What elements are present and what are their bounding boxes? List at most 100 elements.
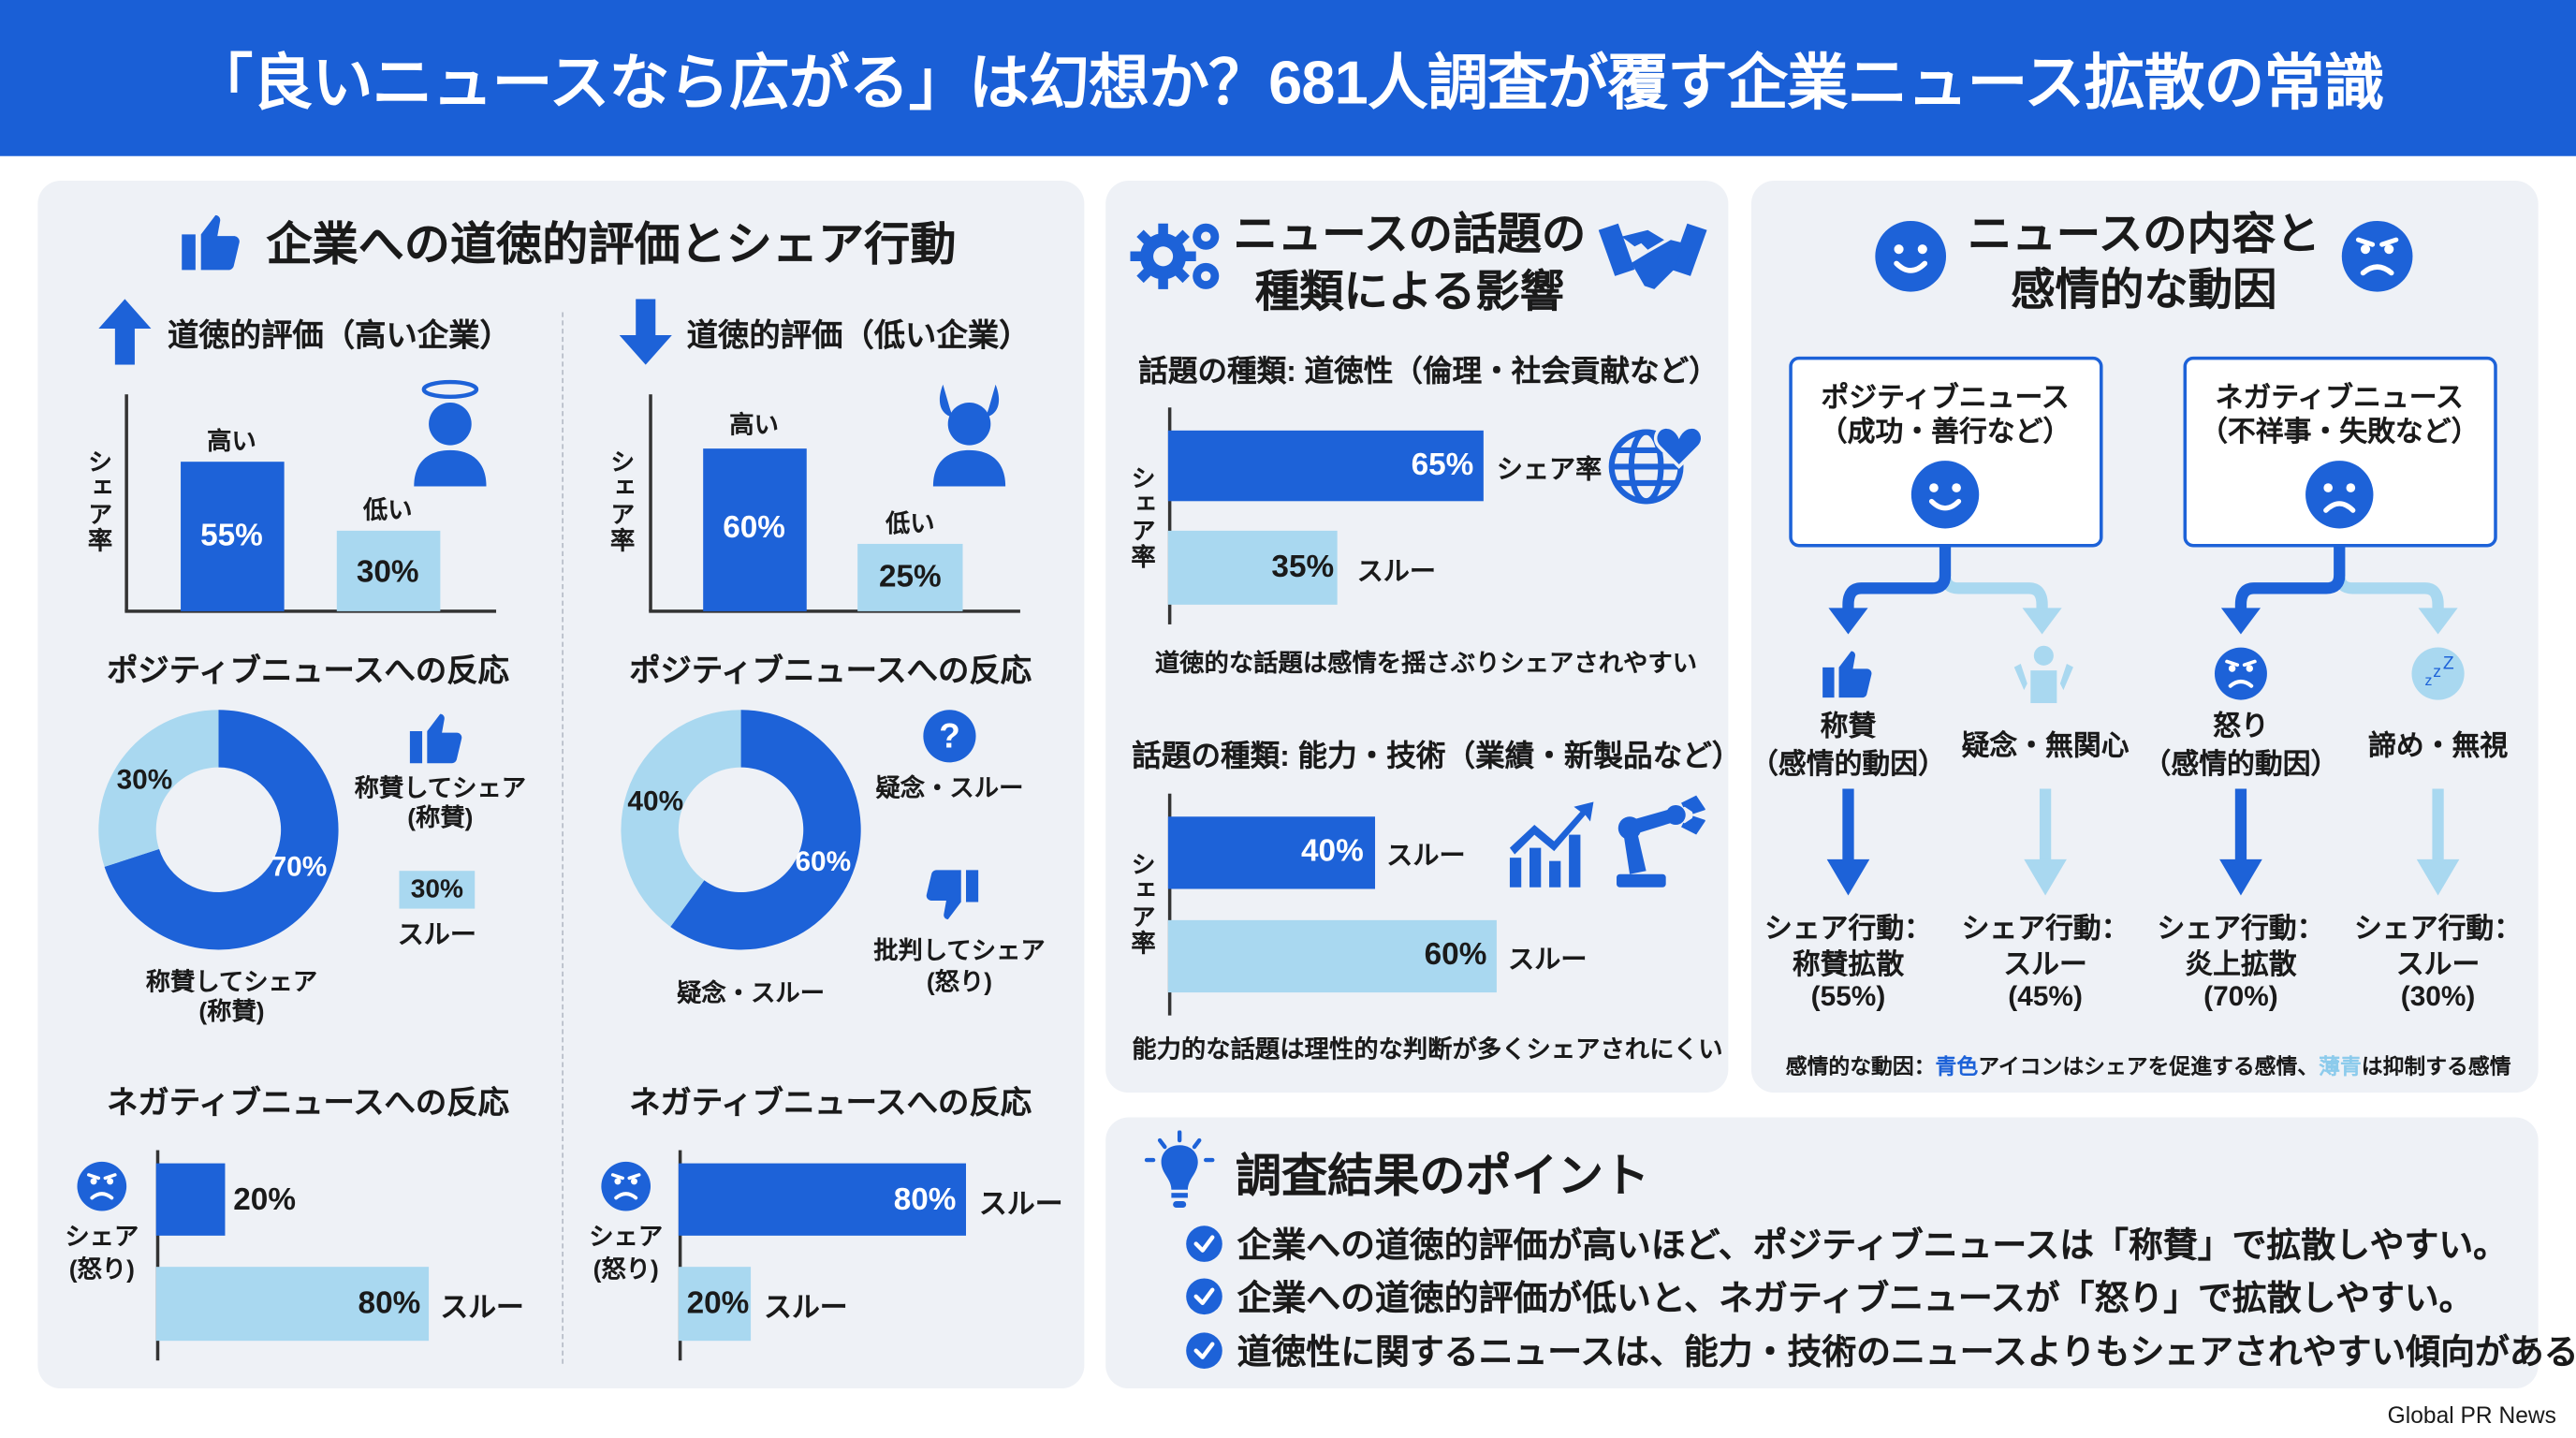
arrow-up-icon [98,299,152,365]
ability-heading: 話題の種類: 能力・技術（業績・新製品など） [1132,739,1742,772]
donut-heading: ポジティブニュースへの反応 [107,654,509,690]
points-title: 調査結果のポイント [1235,1150,1650,1201]
donut-bottom-label: 疑念・スルー [677,979,826,1008]
angry-face-icon [2341,220,2413,292]
legend-through: スルー [397,921,476,950]
angry-face-icon [2214,647,2267,700]
legend-swatch [399,871,476,909]
moral-heading: 話題の種類: 道徳性（倫理・社会貢献など） [1138,355,1719,389]
legend-criticize-sub: (怒り) [926,968,993,997]
emotion-resignation: 諦め・無視 [2367,730,2509,762]
donut-dark-value: 70% [271,851,328,883]
angry-face-icon [77,1161,127,1211]
donut-heading: ポジティブニュースへの反応 [629,654,1032,690]
bar-light-value: 20% [686,1286,750,1322]
bar-high-label: 高い [729,411,779,440]
svg-text:?: ? [939,717,960,756]
legend-light: 薄青 [2319,1053,2362,1079]
key-points-panel [1105,1117,2539,1389]
y-axis [1167,407,1171,624]
result-label: 称賛拡散 [1792,948,1905,980]
angel-person-icon [414,379,487,487]
footer-credit: Global PR News [2387,1401,2556,1429]
legend-blue: 青色 [1935,1053,1979,1079]
column-divider [562,312,564,1364]
bar-dark-label: スルー [979,1188,1063,1221]
sad-face-icon [2305,461,2374,529]
legend-criticize: 批判してシェア [873,937,1046,966]
result-pct: (30%) [2400,980,2476,1013]
y-axis-label: シェア率 [1127,851,1156,957]
middle-title-line2: 種類による影響 [1254,267,1565,316]
result-action: シェア行動： [2157,912,2325,945]
bar-low-value: 25% [878,560,942,595]
result-label: スルー [2003,948,2087,980]
icon-label-sub: (怒り) [68,1255,135,1284]
globe-heart-icon [1608,425,1705,505]
bar-share-value: 20% [233,1182,296,1218]
thumbs-up-icon [409,713,462,764]
emotion-doubt: 疑念・無関心 [1961,730,2130,762]
donut-chart-right [621,710,861,950]
result-action: シェア行動： [1764,912,1932,945]
high-heading: 道徳的評価（高い企業） [168,319,511,355]
low-heading: 道徳的評価（低い企業） [686,319,1031,355]
page-title: 「良いニュースなら広がる」は幻想か？681人調査が覆す企業ニュース拡散の常識 [192,49,2384,117]
result-action: シェア行動： [2354,912,2523,945]
middle-title-line1: ニュースの話題の [1233,209,1587,259]
bar-low [857,543,963,611]
shrugging-person-icon [2013,645,2073,704]
bar-share-value: 65% [1411,448,1474,483]
legend-doubt: 疑念・スルー [875,774,1024,803]
y-axis [155,1150,159,1361]
sleeping-zzz-icon: zz Z [2411,647,2465,700]
left-panel-title: 企業への道徳的評価とシェア行動 [266,218,957,270]
check-circle-icon [1186,1332,1222,1369]
y-axis-label: シェア率 [1127,464,1156,571]
bar-high-label: 高い [207,428,256,457]
bar-through [1167,530,1339,605]
result-pct: (55%) [1810,980,1886,1013]
bar-light-value: 60% [1424,938,1487,974]
bar-dark-value: 80% [893,1182,957,1218]
bar-light-label: スルー [764,1292,848,1324]
bar-low [336,530,441,611]
point-item: 道徳性に関するニュースは、能力・技術のニュースよりもシェアされやすい傾向がある。 [1237,1334,2576,1372]
smiley-face-icon [1910,461,1980,529]
donut-bottom-label: 称賛してシェア [145,968,318,997]
donut-slice-dark [670,710,861,950]
legend-box-value: 30% [410,875,463,904]
bar-share [155,1163,225,1236]
svg-text:z: z [2433,662,2441,681]
donut-slice-light [98,710,219,867]
emotion-praise: 称賛 [1820,711,1877,742]
right-title-line1: ニュースの内容と [1968,209,2320,259]
x-axis [124,609,497,612]
donut-bottom-label-sub: (称賛) [198,998,265,1027]
positive-box-line1: ポジティブニュース [1821,382,2070,414]
bar-high-value: 55% [200,519,263,554]
bar-share [1167,430,1484,502]
donut-slice-light [621,710,741,927]
bar-low-label: 低い [885,509,935,538]
right-title-line2: 感情的な動因 [2011,265,2277,315]
result-label: 炎上拡散 [2185,948,2297,980]
donut-dark-value: 60% [795,845,852,878]
donut-slice-dark [104,710,339,950]
check-circle-icon [1186,1278,1222,1315]
bar-through-label: スルー [1356,558,1436,587]
bar-share-label: シェア率 [1496,456,1603,485]
question-icon: ? [923,710,976,763]
neg-heading: ネガティブニュースへの反応 [629,1086,1032,1122]
thumbs-down-icon [926,870,979,919]
bar-through-value: 35% [1271,550,1335,585]
positive-box-line2: （成功・善行など） [1819,416,2071,448]
check-circle-icon [1186,1225,1222,1262]
svg-text:Z: Z [2443,653,2454,673]
bar-high [181,462,285,611]
ability-note: 能力的な話題は理性的な判断が多くシェアされにくい [1132,1035,1723,1064]
legend-mid: アイコンはシェアを促進する感情、 [1978,1053,2320,1079]
bar-through-dark [678,1163,967,1236]
point-item: 企業への道徳的評価が高いほど、ポジティブニュースは「称賛」で拡散しやすい。 [1237,1227,2509,1266]
y-axis [678,1150,681,1361]
